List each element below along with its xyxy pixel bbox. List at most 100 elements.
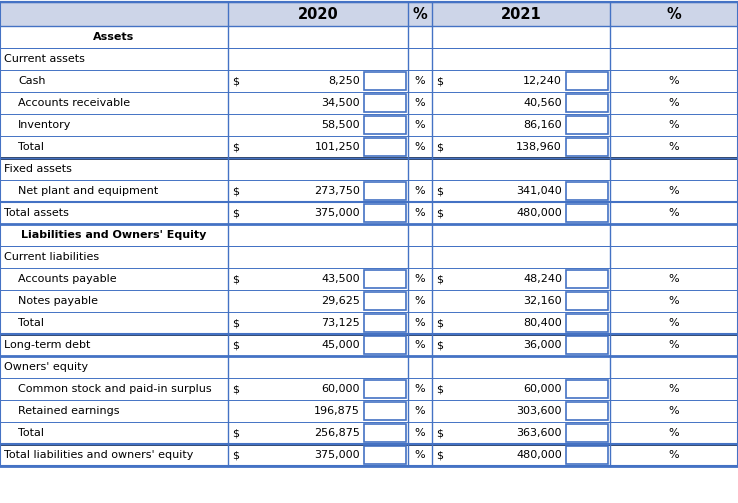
Bar (0, 136, 738, 158)
Bar (364, 380, 406, 398)
Text: 256,875: 256,875 (314, 428, 360, 438)
Bar (0, 334, 738, 356)
Text: %: % (415, 120, 425, 130)
Text: %: % (413, 7, 427, 22)
Bar (0, 246, 738, 268)
Text: Total: Total (18, 142, 44, 152)
Bar (0, 180, 738, 202)
Text: 101,250: 101,250 (314, 142, 360, 152)
Bar (566, 138, 608, 156)
Text: %: % (666, 7, 681, 22)
Bar (566, 116, 608, 134)
Text: $: $ (436, 274, 443, 284)
Bar (566, 336, 608, 354)
Text: %: % (415, 450, 425, 460)
Bar (364, 182, 406, 200)
Text: $: $ (232, 428, 239, 438)
Bar (0, 444, 738, 466)
Text: 273,750: 273,750 (314, 186, 360, 196)
Bar (0, 268, 738, 290)
Text: 12,240: 12,240 (523, 76, 562, 86)
Text: %: % (669, 318, 679, 328)
Text: $: $ (436, 318, 443, 328)
Text: %: % (669, 340, 679, 350)
Bar (0, 224, 738, 246)
Text: 43,500: 43,500 (321, 274, 360, 284)
Text: 60,000: 60,000 (322, 384, 360, 394)
Text: $: $ (232, 384, 239, 394)
Text: 363,600: 363,600 (517, 428, 562, 438)
Text: %: % (415, 142, 425, 152)
Text: Accounts receivable: Accounts receivable (18, 98, 130, 108)
Bar (566, 424, 608, 442)
Text: 2021: 2021 (500, 7, 542, 22)
Text: $: $ (436, 142, 443, 152)
Text: %: % (415, 340, 425, 350)
Text: $: $ (436, 186, 443, 196)
Text: 375,000: 375,000 (314, 450, 360, 460)
Text: %: % (415, 296, 425, 306)
Bar (0, 400, 738, 422)
Bar (364, 292, 406, 310)
Bar (364, 314, 406, 332)
Bar (566, 402, 608, 420)
Bar (0, 92, 738, 114)
Text: 2020: 2020 (297, 7, 339, 22)
Text: %: % (415, 318, 425, 328)
Bar (364, 424, 406, 442)
Bar (364, 116, 406, 134)
Text: 40,560: 40,560 (523, 98, 562, 108)
Bar (566, 314, 608, 332)
Bar (0, 356, 738, 378)
Bar (364, 94, 406, 112)
Text: 80,400: 80,400 (523, 318, 562, 328)
Bar (566, 72, 608, 90)
Bar (0, 2, 738, 26)
Text: 45,000: 45,000 (321, 340, 360, 350)
Bar (0, 70, 738, 92)
Text: $: $ (436, 450, 443, 460)
Text: 36,000: 36,000 (523, 340, 562, 350)
Bar (0, 48, 738, 70)
Text: Total: Total (18, 318, 44, 328)
Text: 8,250: 8,250 (328, 76, 360, 86)
Text: Cash: Cash (18, 76, 46, 86)
Text: %: % (669, 296, 679, 306)
Bar (566, 292, 608, 310)
Text: Liabilities and Owners' Equity: Liabilities and Owners' Equity (21, 230, 207, 240)
Text: $: $ (436, 384, 443, 394)
Text: 32,160: 32,160 (523, 296, 562, 306)
Text: $: $ (232, 208, 239, 218)
Text: Current assets: Current assets (4, 54, 85, 64)
Bar (364, 336, 406, 354)
Text: Assets: Assets (94, 32, 134, 42)
Text: Fixed assets: Fixed assets (4, 164, 72, 174)
Text: $: $ (232, 450, 239, 460)
Bar (364, 138, 406, 156)
Bar (0, 378, 738, 400)
Text: 341,040: 341,040 (517, 186, 562, 196)
Text: 58,500: 58,500 (321, 120, 360, 130)
Bar (0, 312, 738, 334)
Text: 375,000: 375,000 (314, 208, 360, 218)
Text: $: $ (232, 274, 239, 284)
Text: %: % (669, 428, 679, 438)
Text: 73,125: 73,125 (321, 318, 360, 328)
Text: Long-term debt: Long-term debt (4, 340, 90, 350)
Bar (364, 204, 406, 222)
Bar (0, 158, 738, 180)
Text: %: % (415, 98, 425, 108)
Text: %: % (415, 274, 425, 284)
Text: $: $ (232, 142, 239, 152)
Text: Notes payable: Notes payable (18, 296, 98, 306)
Bar (566, 270, 608, 288)
Text: %: % (415, 208, 425, 218)
Text: Net plant and equipment: Net plant and equipment (18, 186, 158, 196)
Text: $: $ (232, 340, 239, 350)
Text: %: % (669, 450, 679, 460)
Bar (566, 446, 608, 464)
Text: %: % (415, 76, 425, 86)
Bar (566, 204, 608, 222)
Text: 480,000: 480,000 (517, 208, 562, 218)
Text: %: % (669, 76, 679, 86)
